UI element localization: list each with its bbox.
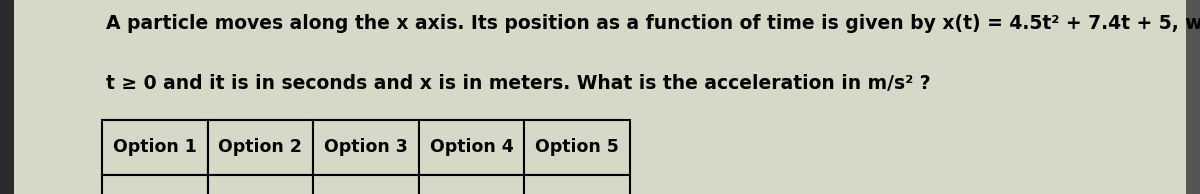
Bar (1186, 0, 1200, 194)
Bar (419, 120, 524, 175)
Bar (524, 120, 630, 175)
Bar (208, 175, 313, 194)
Text: Option 4: Option 4 (430, 139, 514, 156)
Bar (0, 0, 14, 194)
Text: A particle moves along the x axis. Its position as a function of time is given b: A particle moves along the x axis. Its p… (106, 14, 1200, 33)
Bar (208, 120, 313, 175)
Text: t ≥ 0 and it is in seconds and x is in meters. What is the acceleration in m/s² : t ≥ 0 and it is in seconds and x is in m… (106, 74, 930, 93)
Text: Option 2: Option 2 (218, 139, 302, 156)
Text: Option 5: Option 5 (535, 139, 619, 156)
Text: Option 1: Option 1 (113, 139, 197, 156)
Bar (102, 120, 208, 175)
Bar (313, 175, 419, 194)
Text: Option 3: Option 3 (324, 139, 408, 156)
Bar (102, 175, 208, 194)
Bar (313, 120, 419, 175)
Bar (524, 175, 630, 194)
Bar (419, 175, 524, 194)
